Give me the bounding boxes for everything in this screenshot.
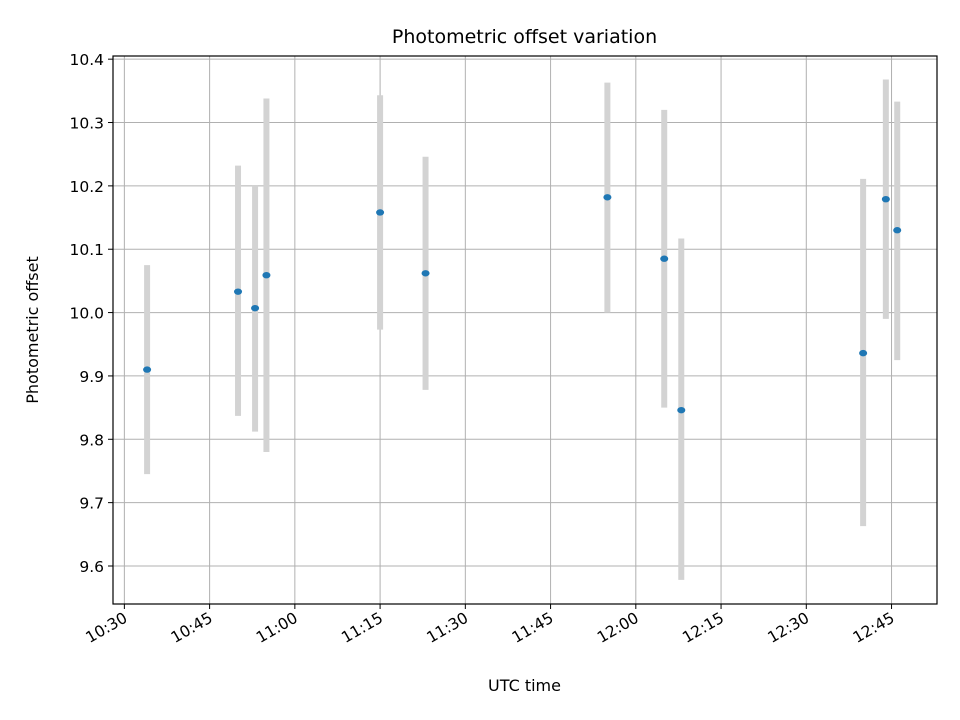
y-tick-label: 10.3 <box>69 115 104 133</box>
chart-title: Photometric offset variation <box>392 26 657 48</box>
y-tick-label: 10.4 <box>69 51 104 69</box>
x-tick-label: 10:30 <box>83 609 131 647</box>
x-tick-label: 12:00 <box>594 609 642 647</box>
data-point <box>262 272 271 279</box>
data-point <box>234 288 243 295</box>
data-point <box>859 349 868 357</box>
x-tick-label: 11:00 <box>253 609 301 647</box>
y-tick-label: 9.7 <box>79 495 104 513</box>
y-tick-label: 9.6 <box>79 558 104 576</box>
y-tick-label: 10.0 <box>69 305 104 323</box>
data-point <box>660 255 669 262</box>
data-point <box>143 366 152 373</box>
x-tick-label: 11:15 <box>338 609 386 647</box>
x-axis-label: UTC time <box>488 676 561 695</box>
data-point <box>421 270 430 277</box>
x-tick-label: 12:30 <box>765 609 813 647</box>
x-tick-label: 12:45 <box>850 609 898 647</box>
error-bars <box>144 79 901 580</box>
y-tick-label: 9.8 <box>79 431 104 449</box>
plot-frame <box>112 55 938 605</box>
y-tick-label: 9.9 <box>79 368 104 386</box>
x-tick-label: 11:45 <box>509 609 557 647</box>
y-tick-label: 10.1 <box>69 241 104 259</box>
data-points <box>143 194 902 414</box>
data-point <box>893 227 902 234</box>
x-tick-label: 12:15 <box>679 609 727 647</box>
data-point <box>677 406 686 414</box>
data-point <box>251 304 260 312</box>
y-axis-ticks: 9.6 9.7 9.8 9.9 10.0 10.1 10.2 10.3 10.4 <box>69 51 113 576</box>
data-point <box>881 195 890 203</box>
x-axis-ticks: 10:30 10:45 11:00 11:15 11:30 11:45 12:00 12:15… <box>83 604 898 647</box>
data-point <box>376 209 385 216</box>
y-tick-label: 10.2 <box>69 178 104 196</box>
y-axis-label: Photometric offset <box>23 256 42 404</box>
x-tick-label: 10:45 <box>168 609 216 647</box>
x-tick-label: 11:30 <box>424 609 472 647</box>
gridlines <box>113 56 937 604</box>
data-point <box>603 194 612 201</box>
